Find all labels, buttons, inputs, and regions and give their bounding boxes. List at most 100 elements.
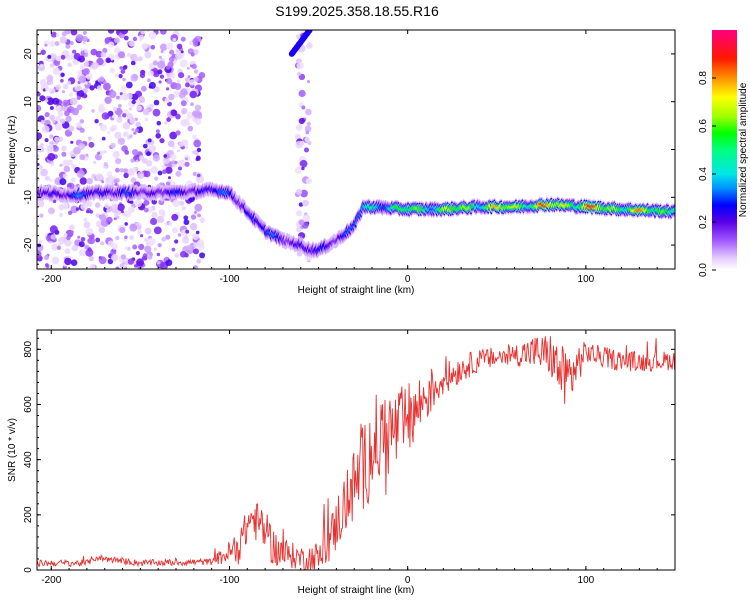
noise-blob (114, 131, 122, 139)
noise-blob (150, 217, 158, 226)
noise-blob (133, 154, 141, 163)
noise-blob (193, 210, 197, 214)
noise-blob (157, 243, 162, 248)
noise-blob (178, 166, 182, 171)
noise-blob (157, 69, 163, 75)
noise-blob (88, 141, 95, 148)
noise-blob (196, 156, 201, 161)
noise-blob (78, 241, 85, 248)
noise-blob (133, 131, 137, 135)
noise-blob (60, 72, 65, 78)
noise-blob (124, 150, 130, 155)
noise-blob (298, 89, 306, 98)
noise-blob (80, 237, 86, 242)
noise-blob (58, 212, 64, 218)
noise-blob (49, 114, 56, 121)
noise-blob (54, 41, 60, 46)
noise-blob (59, 163, 63, 167)
noise-blob (175, 130, 181, 136)
noise-blob (119, 66, 123, 70)
noise-blob (173, 90, 180, 97)
noise-blob (174, 160, 178, 165)
noise-blob (103, 150, 107, 154)
noise-blob (76, 104, 83, 111)
noise-blob (151, 211, 158, 218)
noise-blob (77, 235, 81, 239)
noise-blob (162, 169, 167, 174)
noise-blob (116, 116, 123, 123)
noise-blob (98, 226, 106, 234)
noise-blob (187, 75, 191, 79)
noise-blob (72, 49, 77, 54)
noise-blob (199, 217, 205, 223)
noise-blob (117, 203, 125, 212)
noise-blob (107, 240, 115, 247)
noise-blob (79, 168, 83, 171)
noise-blob (123, 35, 129, 41)
noise-blob (111, 203, 119, 210)
noise-blob (175, 49, 180, 53)
noise-blob (77, 143, 85, 150)
noise-blob (113, 46, 121, 54)
noise-blob (178, 72, 185, 79)
noise-blob (165, 166, 173, 174)
noise-blob (110, 249, 117, 256)
noise-blob (58, 136, 64, 142)
noise-blob (67, 210, 73, 215)
noise-blob (37, 132, 42, 140)
noise-blob (44, 175, 50, 181)
noise-blob (196, 175, 205, 184)
noise-blob (144, 237, 149, 242)
noise-blob (124, 222, 128, 226)
noise-blob (49, 225, 58, 234)
noise-blob (166, 42, 173, 50)
noise-blob (79, 249, 87, 257)
noise-blob (37, 250, 42, 259)
noise-blob (123, 172, 129, 179)
noise-blob (130, 60, 136, 66)
noise-blob (304, 136, 311, 143)
noise-blob (134, 264, 138, 268)
noise-blob (52, 67, 60, 75)
noise-blob (101, 112, 110, 120)
noise-blob (106, 216, 113, 224)
noise-blob (156, 215, 165, 224)
noise-blob (97, 151, 101, 155)
noise-blob (128, 40, 135, 47)
noise-blob (98, 76, 105, 82)
noise-blob (189, 61, 194, 65)
noise-blob (52, 145, 59, 152)
figure-title: S199.2025.358.18.55.R16 (275, 3, 439, 19)
noise-blob (166, 78, 173, 85)
noise-blob (64, 248, 71, 254)
noise-blob (164, 97, 170, 104)
noise-blob (134, 199, 143, 208)
noise-blob (298, 219, 305, 226)
noise-blob (184, 77, 189, 82)
noise-blob (115, 167, 120, 173)
noise-blob (56, 245, 62, 250)
colorbar: 0.0 0.2 0.4 0.6 0.8 Normalized spectral ampl… (698, 30, 749, 277)
noise-blob (71, 163, 77, 169)
colorbar-tick-label: 0.6 (698, 119, 709, 133)
noise-blob (126, 52, 131, 57)
noise-blob (95, 220, 103, 228)
noise-blob (179, 200, 185, 206)
noise-blob (132, 167, 137, 172)
noise-blob (108, 90, 117, 99)
noise-blob (37, 199, 45, 208)
noise-blob (94, 202, 101, 208)
noise-blob (135, 159, 139, 163)
noise-blob (130, 177, 137, 183)
noise-blob (196, 147, 202, 153)
y-tick-label: 0 (23, 567, 34, 573)
noise-blob (185, 146, 189, 149)
noise-blob (140, 234, 144, 238)
noise-blob (133, 56, 139, 62)
noise-blob (70, 30, 78, 36)
noise-blob (83, 217, 88, 222)
noise-blob (166, 117, 171, 122)
noise-blob (71, 244, 78, 252)
noise-blob (89, 209, 94, 214)
noise-blob (107, 258, 114, 265)
